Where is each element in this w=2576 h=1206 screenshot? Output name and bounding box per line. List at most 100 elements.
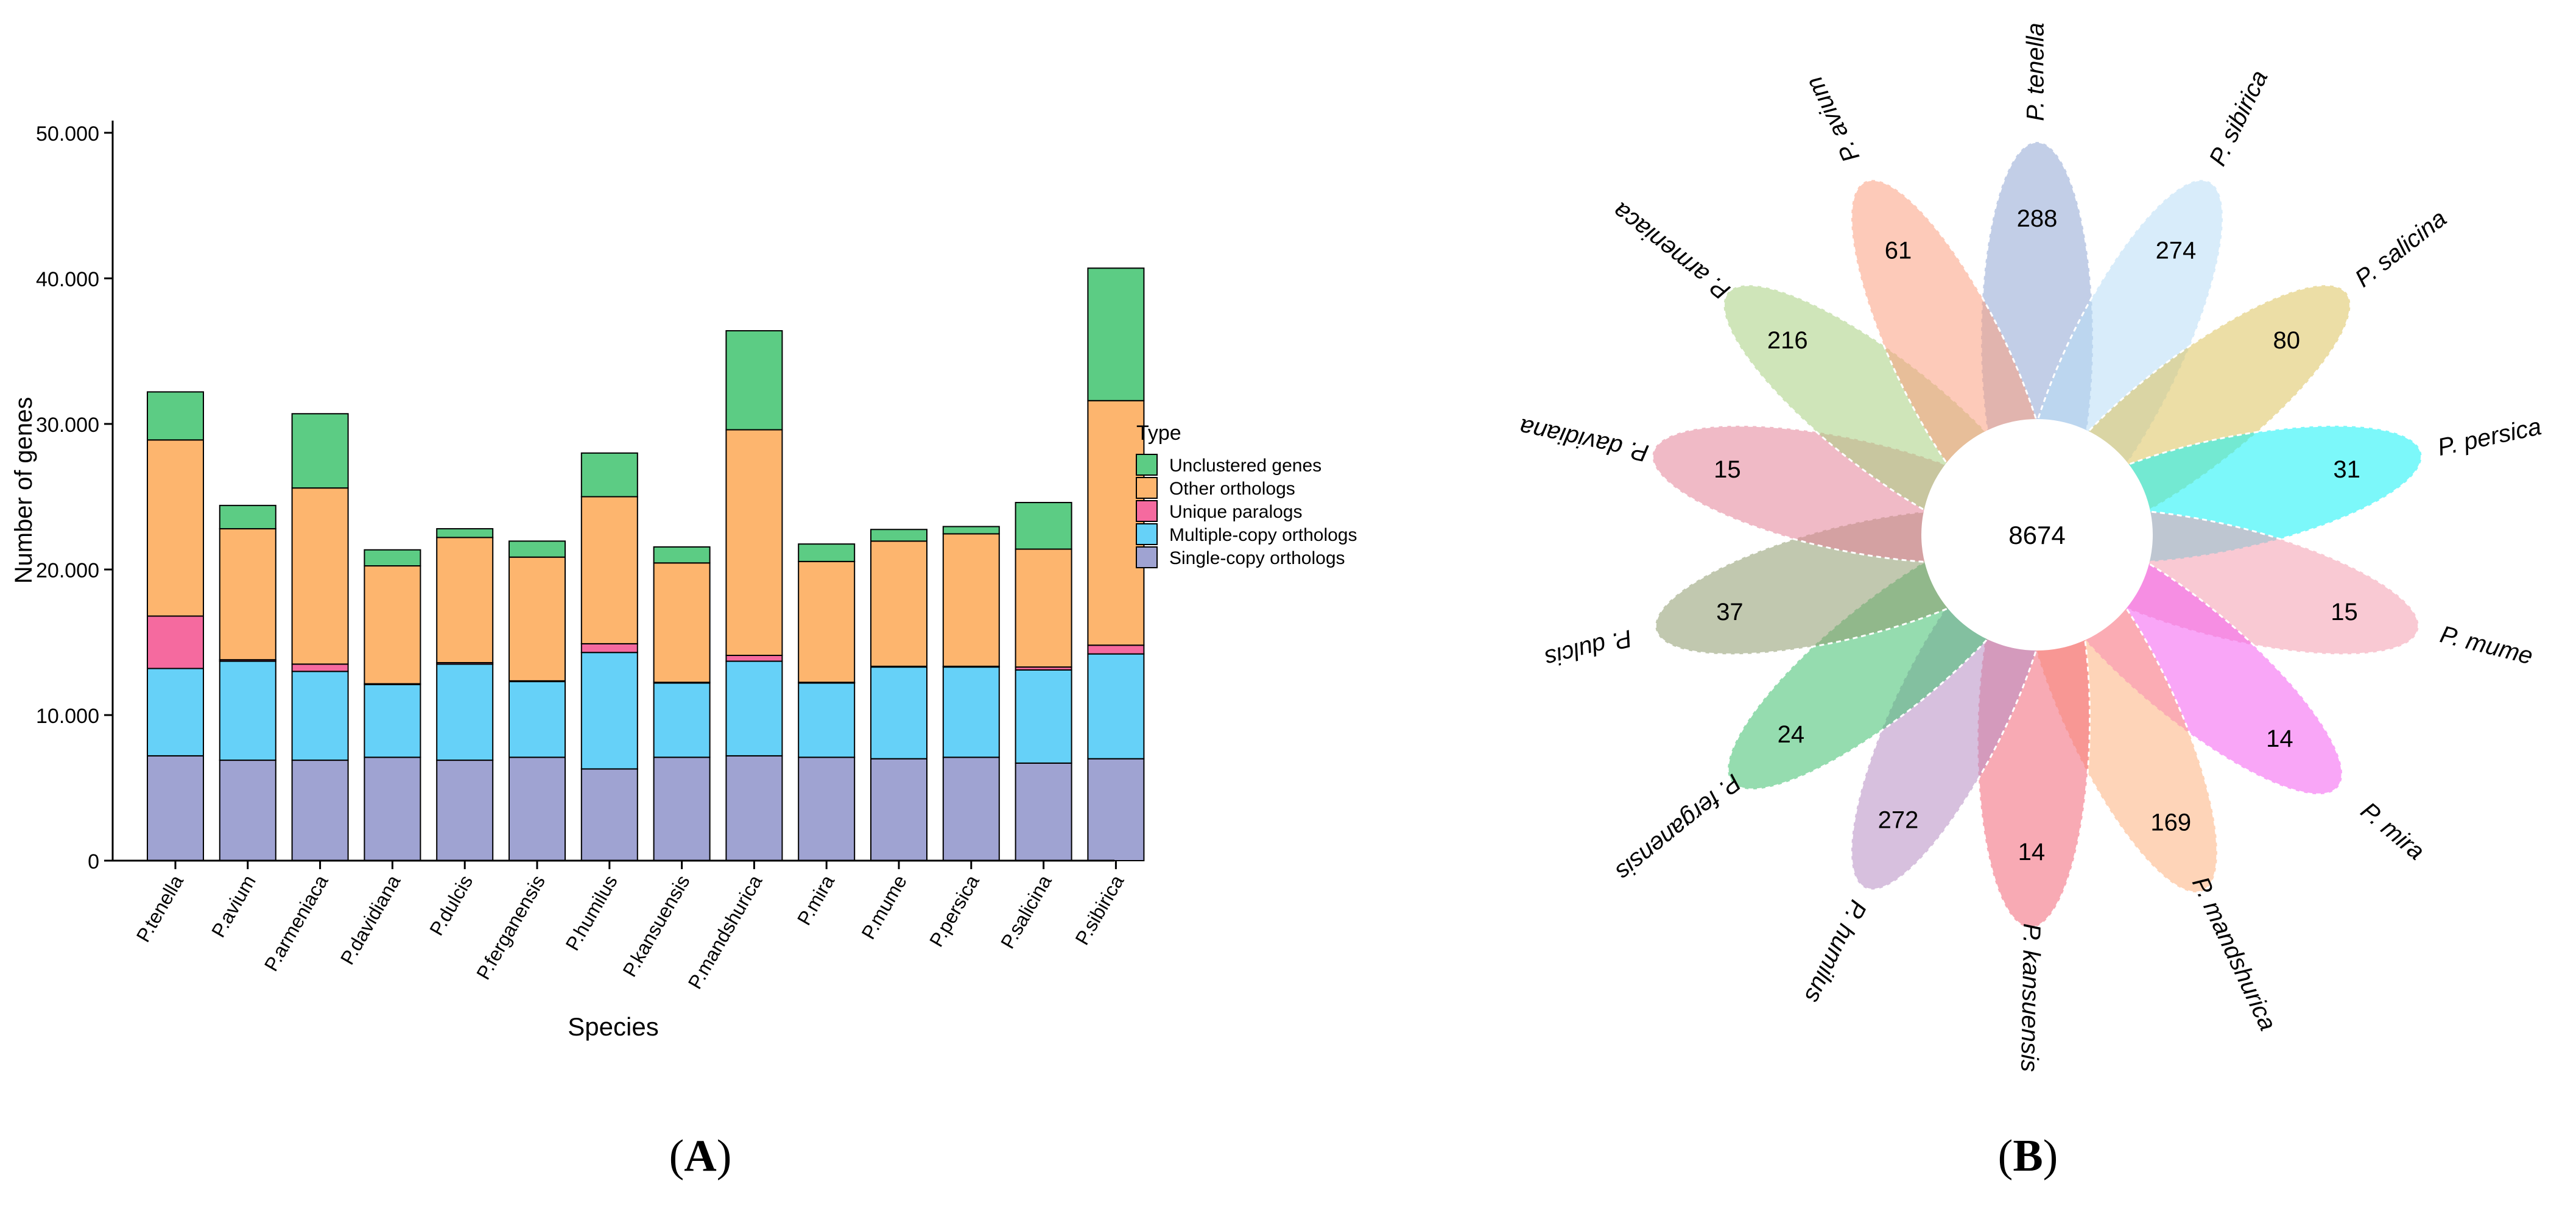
x-tick-label: P.armeniaca [260,871,333,975]
bar-segment [1087,758,1145,861]
petal-count: 31 [2333,456,2360,483]
flower-center [1921,419,2153,651]
bar-segment [147,668,204,756]
x-tick-label: P.mandshurica [684,871,767,992]
bar-segment [147,755,204,862]
petal-species-label: P. avium [1801,72,1865,167]
x-tick-label: P.salicina [996,871,1056,952]
bar-segment [942,756,1000,862]
bar-stack [798,543,856,862]
petal-count: 169 [2150,809,2191,836]
bar-segment [653,562,711,683]
bar-segment [580,496,638,644]
petal-species-label: P. persica [2435,413,2544,461]
bar-segment [725,330,783,431]
bar-stack [364,549,421,862]
x-tick-label: P.mira [793,871,839,929]
x-axis-label: Species [568,1012,658,1041]
bar-segment [870,540,927,667]
bar-segment [653,682,711,758]
bar-segment [870,666,927,760]
bar-segment [291,487,349,665]
bar-segment [725,755,783,862]
bar-segment [798,682,856,758]
bar-segment [291,760,349,861]
bar-segment [1015,502,1072,550]
bar-stack [219,504,276,861]
bar-stack [580,452,638,862]
y-axis-ticks: 0 10.000 20.000 30.000 40.000 50.000 [36,122,113,873]
bar-stack [1087,267,1145,861]
bar-segment [870,529,927,542]
petal-species-label: P. mira [2356,797,2429,866]
bar-segment [942,533,1000,667]
bar-stack [291,413,349,861]
bar-segment [364,756,421,862]
bar-segment [436,537,494,663]
legend-swatch [1136,523,1158,545]
bar-segment [509,681,566,758]
legend-title: Type [1136,421,1181,445]
bar-segment [725,655,783,662]
legend-swatch [1136,477,1158,499]
petal-count: 14 [2018,839,2046,866]
petal-species-label: P. humilus [1799,896,1871,1007]
bar-segment [147,391,204,441]
bar-segment [653,546,711,564]
panel-label-a: (A) [669,1131,732,1181]
x-axis-ticks: P.tenella P.avium P.armeniaca P.davidiana P.… [132,861,1128,993]
legend-label: Single-copy orthologs [1169,548,1345,568]
bar-segment [219,528,276,661]
x-tick-label: P.davidiana [336,871,405,968]
bar-segment [798,543,856,562]
petal-species-label: P. armeniaca [1608,197,1735,305]
petal-count: 272 [1878,806,1919,833]
bar-segment [509,556,566,682]
bar-segment [1015,762,1072,861]
bar-segment [1087,653,1145,760]
petal-species-label: P. mume [2438,621,2536,669]
flower-plot: 8674 288 274 80 31 15 14 169 14 272 24 37 15 216 61 P… [1517,23,2544,1072]
bar-stack [942,526,1000,862]
petal-count: 80 [2273,327,2301,354]
petal-counts: 288 274 80 31 15 14 169 14 272 24 37 15 216 61 [1714,205,2360,866]
x-tick-label: P.persica [925,871,984,950]
bar-segment [291,671,349,761]
bar-segment [798,560,856,683]
y-tick-label: 40.000 [36,268,99,291]
center-count: 8674 [2008,521,2065,549]
petal-count: 15 [2331,599,2358,626]
petal-count: 15 [1714,456,1741,483]
bar-segment [436,760,494,861]
y-tick-label: 30.000 [36,414,99,437]
bar-stack [1015,502,1072,861]
bar-segment [291,663,349,672]
bar-segment [798,756,856,862]
bar-stack [725,330,783,862]
bar-segment [725,660,783,756]
petal-count: 24 [1778,721,1805,748]
bar-segment [219,760,276,861]
petal-count: 216 [1767,327,1808,354]
y-tick-label: 0 [88,850,99,873]
bar-segment [364,565,421,685]
bar-segment [870,758,927,861]
bar-segment [364,549,421,567]
petal-species-label: P. tenella [2022,23,2049,121]
petal-count: 274 [2156,238,2197,264]
bar-segment [725,429,783,657]
y-tick-label: 50.000 [36,122,99,146]
x-tick-label: P.kansuensis [618,872,694,981]
x-tick-label: P.tenella [132,871,188,945]
x-tick-label: P.mume [857,872,911,943]
y-tick-label: 20.000 [36,559,99,582]
bar-stack [653,546,711,862]
legend-swatch [1136,500,1158,522]
x-tick-label: P.sibirica [1071,871,1128,948]
petal-species-label: P. salicina [2350,205,2452,292]
stacked-bar-chart: 0 10.000 20.000 30.000 40.000 50.000 P.tenell… [10,121,1357,1041]
x-tick-label: P.humilus [561,872,621,954]
bar-segment [364,683,421,758]
bar-segment [147,439,204,617]
